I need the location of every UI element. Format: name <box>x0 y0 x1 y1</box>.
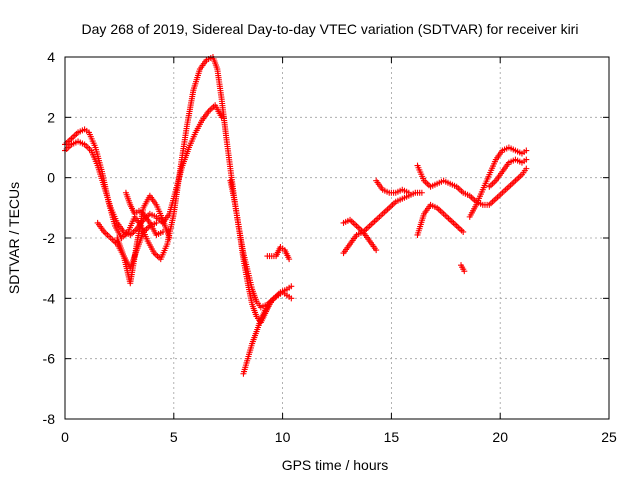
data-point <box>218 114 225 121</box>
data-point <box>418 189 425 196</box>
grid-lines <box>65 57 609 419</box>
x-tick-label: 25 <box>601 429 617 445</box>
series-arc-4a <box>414 162 530 208</box>
data-point <box>153 219 160 226</box>
y-tick-label: 0 <box>47 170 55 186</box>
data-point <box>523 165 530 172</box>
y-tick-label: -4 <box>43 290 56 306</box>
data-point <box>373 247 380 254</box>
series-arc-2c <box>264 244 293 263</box>
axis-ticks: 0 5 10 15 20 25 -8 -6 -4 -2 0 2 4 <box>43 49 617 445</box>
chart-title: Day 268 of 2019, Sidereal Day-to-day VTE… <box>82 21 579 37</box>
data-point <box>523 147 530 154</box>
data-point <box>405 189 412 196</box>
x-tick-label: 5 <box>170 429 178 445</box>
series-arc-2b <box>240 295 277 377</box>
y-tick-label: 2 <box>47 109 55 125</box>
series-arc-3a <box>340 189 425 257</box>
x-tick-label: 20 <box>492 429 508 445</box>
data-point <box>159 228 166 235</box>
y-axis-label: SDTVAR / TECUs <box>6 182 22 294</box>
series-arc-3b <box>340 216 380 254</box>
x-tick-label: 0 <box>61 429 69 445</box>
series-arc-3c <box>373 177 412 196</box>
x-axis-label: GPS time / hours <box>282 457 389 473</box>
y-tick-label: -6 <box>43 351 56 367</box>
data-point <box>461 268 468 275</box>
series-arc-5a <box>466 144 530 220</box>
y-tick-label: -8 <box>43 411 56 427</box>
series-arc-1d <box>114 192 173 287</box>
series-arc-4b <box>414 201 467 238</box>
series-arc-4c <box>458 262 468 275</box>
data-point <box>166 235 173 241</box>
y-tick-label: -2 <box>43 230 56 246</box>
x-tick-label: 10 <box>275 429 291 445</box>
data-point <box>270 295 277 302</box>
series-arc-5b <box>486 156 530 190</box>
series-arc-1b <box>62 102 225 238</box>
data-point <box>523 156 530 163</box>
data-markers <box>62 54 530 377</box>
data-point <box>288 283 295 290</box>
y-tick-label: 4 <box>47 49 55 65</box>
data-point <box>286 256 293 263</box>
data-point <box>460 228 467 235</box>
series-arc-1e <box>122 189 166 238</box>
data-point <box>288 295 295 302</box>
x-tick-label: 15 <box>384 429 400 445</box>
